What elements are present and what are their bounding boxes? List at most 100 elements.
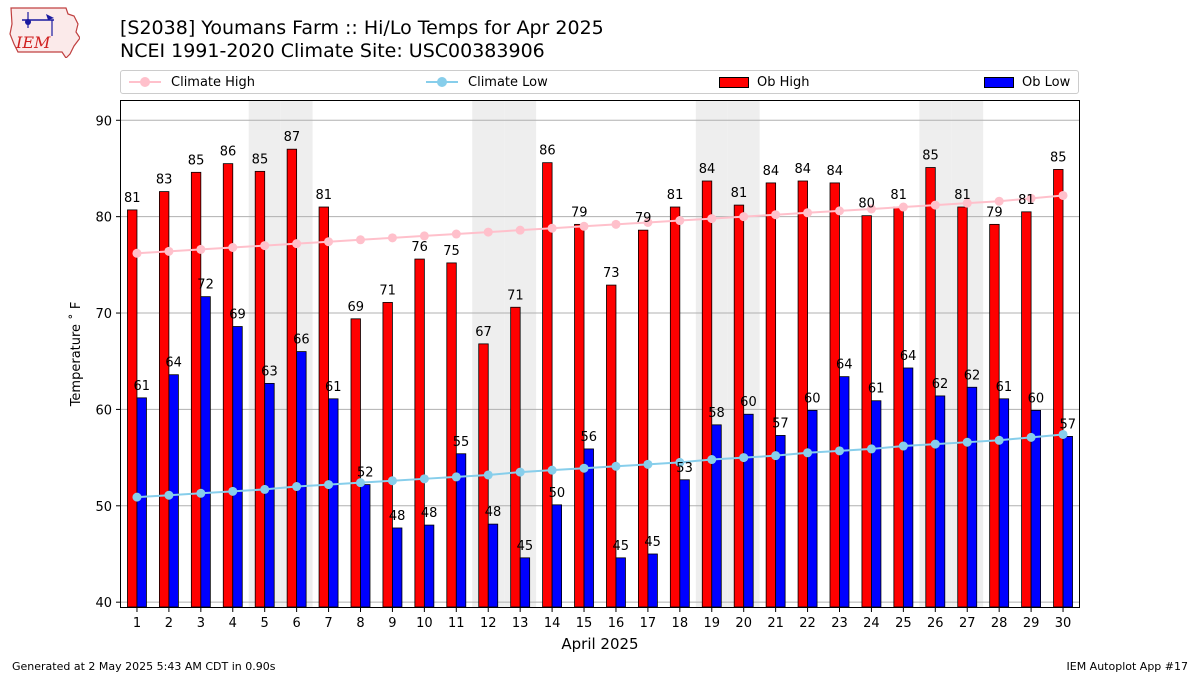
x-tick-label-28: 28 — [991, 616, 1008, 631]
ob-high-label-21: 84 — [763, 164, 780, 179]
ob-low-legend-swatch — [984, 76, 1014, 88]
climate-high-point-29 — [1026, 193, 1036, 203]
ob-low-label-13: 45 — [517, 539, 534, 554]
x-tick-label-10: 10 — [416, 616, 433, 631]
y-tick-label-90: 90 — [95, 114, 112, 129]
ob-low-label-20: 60 — [740, 395, 757, 410]
ob-low-label-23: 64 — [836, 358, 853, 373]
ob-high-bar-16 — [606, 284, 617, 608]
ob-low-bar-4 — [232, 326, 243, 608]
climate-high-point-25 — [898, 202, 908, 212]
ob-low-bar-1 — [136, 397, 147, 608]
ob-high-label-15: 79 — [571, 205, 588, 220]
ob-high-label-12: 67 — [475, 325, 492, 340]
x-tick-label-25: 25 — [895, 616, 912, 631]
ob-low-label-24: 61 — [868, 382, 885, 397]
ob-low-bar-13 — [519, 557, 531, 608]
climate-high-point-9 — [387, 233, 397, 243]
climate-low-point-27 — [962, 437, 972, 447]
climate-low-point-15 — [579, 463, 589, 473]
ob-low-label-30: 57 — [1060, 417, 1077, 432]
ob-low-bar-16 — [615, 557, 626, 608]
ob-high-bar-15 — [574, 223, 585, 608]
ob-high-bar-29 — [1021, 211, 1032, 608]
ob-low-bar-2 — [168, 374, 179, 608]
climate-low-point-29 — [1026, 432, 1036, 442]
climate-low-point-24 — [866, 444, 876, 454]
climate-high-point-17 — [643, 217, 653, 227]
ob-low-bar-21 — [775, 435, 786, 608]
climate-high-point-7 — [324, 237, 334, 247]
x-tick-label-9: 9 — [388, 616, 396, 631]
ob-low-label-11: 55 — [453, 435, 470, 450]
climate-high-point-10 — [419, 231, 429, 241]
climate-low-point-25 — [898, 441, 908, 451]
ob-high-label-30: 85 — [1050, 150, 1067, 165]
ob-high-bar-8 — [350, 318, 361, 608]
climate-low-point-30 — [1058, 429, 1068, 439]
climate-low-point-3 — [196, 488, 206, 498]
climate-high-point-22 — [803, 208, 813, 218]
legend-label-ob-high: Ob High — [757, 74, 810, 90]
climate-high-point-19 — [707, 214, 717, 224]
climate-low-point-6 — [292, 482, 302, 492]
legend-item-climate-high: Climate High — [127, 71, 255, 93]
ob-high-bar-25 — [893, 206, 904, 608]
ob-low-bar-23 — [839, 376, 850, 608]
generated-timestamp: Generated at 2 May 2025 5:43 AM CDT in 0… — [12, 660, 276, 673]
y-axis-label: Temperature ˚ F — [68, 302, 84, 408]
climate-high-point-26 — [930, 200, 940, 210]
ob-low-label-1: 61 — [133, 379, 150, 394]
climate-low-point-14 — [547, 465, 557, 475]
climate-high-point-24 — [866, 204, 876, 214]
x-tick-label-6: 6 — [292, 616, 300, 631]
climate-low-point-22 — [803, 448, 813, 458]
legend-item-ob-low: Ob Low — [984, 71, 1070, 93]
ob-high-label-7: 81 — [316, 188, 333, 203]
x-tick-label-19: 19 — [703, 616, 720, 631]
x-tick-label-20: 20 — [735, 616, 752, 631]
ob-high-label-19: 84 — [699, 162, 716, 177]
x-tick-label-7: 7 — [324, 616, 332, 631]
ob-low-label-10: 48 — [421, 506, 438, 521]
ob-high-bar-19 — [701, 180, 713, 608]
ob-low-label-4: 69 — [229, 308, 246, 323]
climate-high-point-14 — [547, 223, 557, 233]
ob-low-bar-10 — [423, 524, 435, 608]
climate-high-point-4 — [228, 242, 238, 252]
ob-high-label-6: 87 — [284, 130, 301, 145]
x-tick-label-5: 5 — [261, 616, 269, 631]
climate-low-point-28 — [994, 435, 1004, 445]
ob-high-label-5: 85 — [252, 152, 269, 167]
ob-high-bar-24 — [861, 215, 872, 608]
climate-low-point-23 — [835, 446, 844, 456]
logo-text: IEM — [15, 33, 51, 52]
climate-high-point-11 — [451, 229, 461, 239]
climate-high-point-30 — [1058, 190, 1068, 200]
climate-low-point-19 — [707, 455, 717, 465]
ob-low-label-15: 56 — [581, 430, 598, 445]
x-tick-label-12: 12 — [480, 616, 497, 631]
y-tick-label-50: 50 — [95, 500, 112, 515]
ob-high-label-17: 79 — [635, 211, 652, 226]
ob-low-bar-14 — [551, 504, 562, 608]
ob-high-label-24: 80 — [858, 197, 875, 212]
x-tick-label-16: 16 — [608, 616, 625, 631]
ob-low-bar-20 — [743, 413, 754, 608]
x-tick-label-18: 18 — [672, 616, 689, 631]
bar-value-labels: 81 83 85 86 85 87 81 69 71 76 75 67 71 86 79 73 79 81 84 81… — [124, 130, 1076, 554]
ob-low-label-16: 45 — [612, 539, 629, 554]
x-axis-label: April 2025 — [561, 635, 638, 653]
ob-low-label-6: 66 — [293, 333, 310, 348]
ob-high-label-11: 75 — [443, 244, 460, 259]
x-tick-label-30: 30 — [1055, 616, 1072, 631]
ob-low-bar-6 — [296, 351, 307, 608]
ob-low-label-26: 62 — [932, 377, 949, 392]
x-tick-label-23: 23 — [831, 616, 848, 631]
ob-low-label-27: 62 — [964, 368, 981, 383]
climate-low-point-12 — [483, 470, 493, 480]
ob-low-label-3: 72 — [197, 278, 214, 293]
climate-low-point-11 — [451, 472, 461, 482]
climate-high-point-1 — [132, 248, 142, 258]
climate-lines — [132, 190, 1068, 502]
